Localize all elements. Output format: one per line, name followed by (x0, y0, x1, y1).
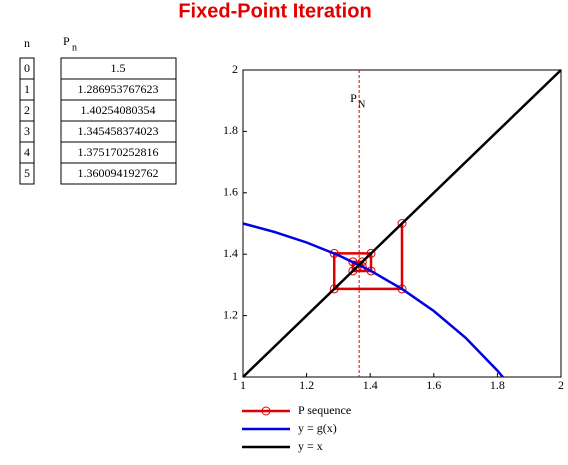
table-p: 1.40254080354 (81, 103, 156, 117)
x-tick-label: 1 (240, 378, 246, 392)
table-n: 3 (24, 124, 30, 138)
table-header-p: P (63, 34, 70, 48)
x-tick-label: 1.2 (299, 378, 314, 392)
legend-label: y = x (298, 439, 323, 453)
point (397, 219, 407, 228)
table-n: 2 (24, 103, 30, 117)
series-line (242, 69, 562, 378)
y-tick-label: 1.2 (223, 307, 238, 321)
table-p: 1.360094192762 (78, 166, 159, 180)
table-cell (60, 162, 177, 185)
point (366, 266, 376, 276)
series-line (242, 222, 504, 378)
table-p: 1.286953767623 (78, 82, 159, 96)
root-label-sub: N (358, 99, 365, 110)
table-cell (19, 162, 35, 185)
point (366, 248, 376, 258)
x-tick-label: 1.6 (426, 378, 441, 392)
table-p: 1.5 (111, 61, 126, 75)
table-header-n: n (24, 36, 30, 50)
y-tick-label: 2 (232, 62, 238, 76)
table-header-p-sub: n (72, 42, 77, 53)
x-tick-label: 1.8 (490, 378, 505, 392)
y-tick-label: 1.6 (223, 185, 238, 199)
y-tick-label: 1.8 (223, 123, 238, 137)
y-tick-label: 1 (232, 369, 238, 383)
point (329, 284, 339, 294)
table-n: 4 (24, 145, 30, 159)
legend-marker (261, 406, 271, 416)
table-p: 1.345458374023 (78, 124, 159, 138)
root-label: P (350, 91, 357, 105)
table-n: 1 (24, 82, 30, 96)
legend-label: y = g(x) (298, 421, 337, 435)
table-p: 1.375170252816 (78, 145, 159, 159)
point (397, 284, 407, 294)
title: Fixed-Point Iteration (178, 0, 371, 22)
table-n: 5 (24, 166, 30, 180)
x-tick-label: 2 (558, 378, 564, 392)
y-tick-label: 1.4 (223, 246, 238, 260)
x-tick-label: 1.4 (363, 378, 378, 392)
point (329, 248, 339, 258)
point (348, 266, 358, 276)
table-n: 0 (24, 61, 30, 75)
legend-label: P sequence (298, 403, 351, 417)
point (348, 257, 358, 267)
